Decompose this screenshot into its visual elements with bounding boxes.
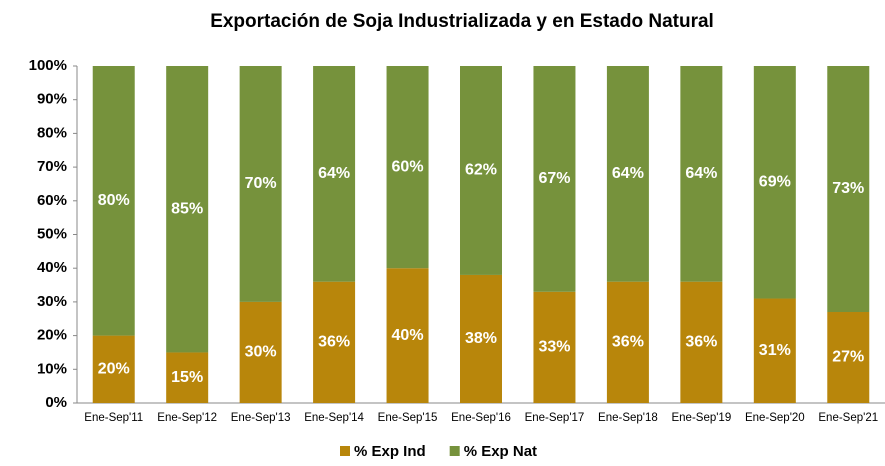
x-tick-label: Ene-Sep'21 — [818, 412, 878, 424]
x-tick-label: Ene-Sep'14 — [304, 412, 364, 424]
bar-segment — [386, 268, 429, 403]
value-label: 36% — [612, 334, 644, 351]
y-tick-label: 40% — [37, 259, 67, 276]
x-tick-label: Ene-Sep'15 — [378, 412, 438, 424]
value-label: 64% — [318, 165, 350, 182]
value-label: 40% — [392, 327, 424, 344]
y-tick-label: 80% — [37, 124, 67, 141]
bar-segment — [166, 352, 209, 403]
value-label: 38% — [465, 330, 497, 347]
bar-segment — [827, 312, 870, 403]
bar-segment — [606, 281, 649, 403]
y-tick-label: 30% — [37, 293, 67, 310]
bar-segment — [533, 66, 576, 292]
value-label: 31% — [759, 342, 791, 359]
x-tick-label: Ene-Sep'13 — [231, 412, 291, 424]
x-tick-label: Ene-Sep'18 — [598, 412, 658, 424]
value-label: 80% — [98, 192, 130, 209]
legend-label: % Exp Ind — [354, 443, 426, 460]
x-tick-label: Ene-Sep'19 — [671, 412, 731, 424]
value-label: 30% — [245, 344, 277, 361]
value-label: 33% — [538, 339, 570, 356]
value-label: 64% — [612, 165, 644, 182]
value-label: 20% — [98, 361, 130, 378]
y-tick-label: 100% — [29, 57, 67, 74]
x-tick-label: Ene-Sep'17 — [525, 412, 585, 424]
y-tick-label: 20% — [37, 327, 67, 344]
value-label: 85% — [171, 200, 203, 217]
x-tick-label: Ene-Sep'20 — [745, 412, 805, 424]
value-label: 62% — [465, 162, 497, 179]
value-label: 36% — [685, 334, 717, 351]
value-label: 67% — [538, 170, 570, 187]
x-tick-label: Ene-Sep'12 — [157, 412, 217, 424]
legend-label: % Exp Nat — [464, 443, 537, 460]
bar-segment — [239, 66, 282, 302]
bar-segment — [239, 301, 282, 403]
bar-segment — [606, 66, 649, 282]
value-label: 73% — [832, 180, 864, 197]
value-label: 64% — [685, 165, 717, 182]
bar-segment — [92, 335, 135, 403]
bar-segment — [166, 66, 209, 353]
y-tick-label: 90% — [37, 91, 67, 108]
bar-segment — [533, 291, 576, 403]
legend-swatch — [340, 446, 350, 456]
chart-title: Exportación de Soja Industrializada y en… — [210, 11, 714, 32]
value-label: 36% — [318, 334, 350, 351]
bar-segment — [460, 66, 502, 275]
y-tick-label: 50% — [37, 225, 67, 242]
y-tick-label: 0% — [45, 394, 67, 411]
x-tick-label: Ene-Sep'16 — [451, 412, 511, 424]
value-label: 27% — [832, 349, 864, 366]
value-label: 60% — [392, 158, 424, 175]
bar-segment — [827, 66, 870, 313]
bar-segment — [753, 66, 796, 299]
bar-segment — [92, 66, 135, 336]
value-label: 69% — [759, 173, 791, 190]
legend-swatch — [449, 446, 460, 456]
value-label: 15% — [171, 369, 203, 386]
x-tick-label: Ene-Sep'11 — [84, 412, 143, 424]
y-tick-label: 70% — [37, 158, 67, 175]
value-label: 70% — [245, 175, 277, 192]
bar-segment — [460, 274, 502, 403]
bar-segment — [386, 66, 429, 269]
bar-segment — [313, 66, 356, 282]
bar-segment — [753, 298, 796, 403]
bar-segment — [680, 281, 723, 403]
bar-segment — [313, 281, 356, 403]
bar-segment — [680, 66, 723, 282]
y-tick-label: 60% — [37, 192, 67, 209]
y-tick-label: 10% — [37, 360, 67, 377]
